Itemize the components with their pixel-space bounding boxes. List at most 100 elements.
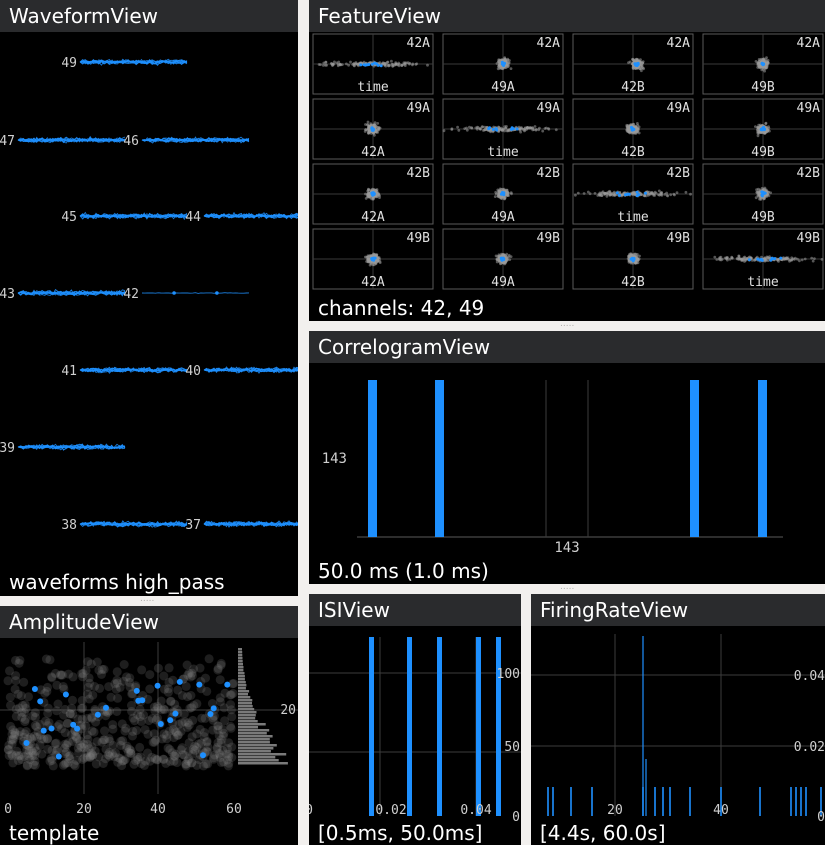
amplitude-point [160,705,169,715]
feature-cluster-point [630,125,633,129]
amplitude-histogram-bar [238,711,257,714]
feature-cluster-point [747,258,751,262]
correlogram-view-panel[interactable]: CorrelogramView 143 143 50.0 ms (1.0 ms) [309,331,825,584]
amplitude-point [212,744,222,754]
feature-point [364,192,367,196]
amplitude-point [94,752,104,762]
amplitude-y-tick: 20 [280,703,296,718]
waveform-channel-label: 40 [185,364,201,379]
amplitude-point [111,748,120,758]
amplitude-point [86,748,96,758]
feature-point [325,63,328,67]
amplitude-point [79,739,89,749]
feature-point [509,67,513,70]
feature-view-panel[interactable]: FeatureView 42A time 42A 49A 42A 42B 42A 49B 49A… [309,0,825,321]
feature-point [347,63,350,67]
amplitude-point [150,754,160,764]
amplitude-point [170,751,180,761]
feature-cluster-point [370,62,374,66]
feature-cell-ylabel: 42A [667,36,691,51]
amplitude-point [19,708,29,718]
feature-point [482,129,485,132]
amplitude-point [187,668,197,678]
amplitude-point [213,721,223,731]
amplitude-point [103,750,113,760]
amplitude-point [35,719,45,729]
amplitude-point [129,759,139,769]
amplitude-x-tick: 40 [150,802,166,817]
feature-cell-ylabel: 49B [407,231,431,246]
amplitude-point [190,741,200,751]
amplitude-point [24,746,34,756]
amplitude-point [14,730,24,740]
amplitude-point [227,753,237,762]
amplitude-point [214,731,224,741]
amplitude-x-tick: 60 [226,802,242,817]
isi-view-panel[interactable]: ISIView 0 0.02 0.04 100 50 0 [0.5ms, 50.0ms] [309,594,521,845]
feature-point [321,64,325,67]
amplitude-point [82,752,92,762]
correlogram-resize-handle[interactable]: ..... [560,582,575,592]
amplitude-view-panel[interactable]: AmplitudeView 0 20 40 60 20 template [0,606,298,845]
correlogram-plot[interactable]: 143 143 [309,331,825,584]
amplitude-point [153,663,163,673]
amplitude-point [8,758,18,768]
feature-scatter [363,120,382,137]
amplitude-point [181,681,191,691]
amplitude-point [68,695,77,705]
feature-cluster-point [367,63,371,66]
amplitude-point [43,734,53,743]
feature-point [543,127,547,130]
amplitude-point [43,744,53,754]
amplitude-point [159,729,169,739]
amplitude-point [215,693,225,703]
firing-rate-view-panel[interactable]: FiringRateView 20 40 0.04 0.02 0 [4.4s, 60.0… [531,594,825,845]
isi-plot[interactable]: 0 0.02 0.04 100 50 0 [309,594,521,845]
amplitude-point [187,703,197,713]
feature-point [582,192,586,195]
amplitude-point [59,684,69,694]
feature-point [749,256,753,259]
amplitude-point [140,725,150,735]
feature-point [626,124,630,127]
feature-cell-ylabel: 42A [797,36,821,51]
amplitude-point [208,715,218,725]
amplitude-point [135,712,145,722]
firing-rate-plot[interactable]: 20 40 0.04 0.02 0 [531,594,825,845]
feature-point [531,126,535,130]
amplitude-cluster-point [176,678,183,685]
amplitude-point [65,751,75,761]
amplitude-point [115,754,125,764]
waveform-view-panel[interactable]: WaveformView 49 47 46 45 44 43 42 41 40 39 38 37 wa… [0,0,298,596]
amplitude-histogram-bar [238,753,287,756]
amplitude-point [122,743,132,753]
feature-cluster-point [495,128,499,132]
feature-point [665,194,669,197]
feature-cell: 42A 49A [442,33,564,95]
feature-grid[interactable]: 42Atime42A49A42A42B42A49B49A42A49Atime49… [309,0,825,321]
amplitude-point [88,750,98,760]
amplitude-point [11,671,21,681]
amplitude-point [228,688,238,698]
amplitude-point [223,761,233,771]
waveform-plot[interactable]: 49 47 46 45 44 43 42 41 40 39 38 37 [0,0,298,596]
amplitude-point [17,755,27,764]
feature-cluster-point [760,190,764,194]
amplitude-cluster-point [133,687,140,694]
amplitude-point [68,672,78,682]
feature-scatter [495,56,513,71]
amplitude-point [152,701,162,711]
amplitude-point [183,692,192,702]
feature-resize-handle[interactable]: ..... [560,319,575,329]
feature-point [613,193,617,197]
amplitude-point [54,719,64,729]
feature-point [610,192,614,196]
amplitude-point [181,761,191,771]
feature-point [743,255,747,259]
waveform-channel-label: 47 [0,134,15,149]
feature-scatter [625,122,641,135]
amplitude-histogram-bar [238,747,274,750]
feature-cell-xlabel: 42B [621,145,645,160]
waveform-resize-handle[interactable]: ..... [140,594,155,604]
amplitude-plot[interactable]: 0 20 40 60 20 [0,606,298,845]
